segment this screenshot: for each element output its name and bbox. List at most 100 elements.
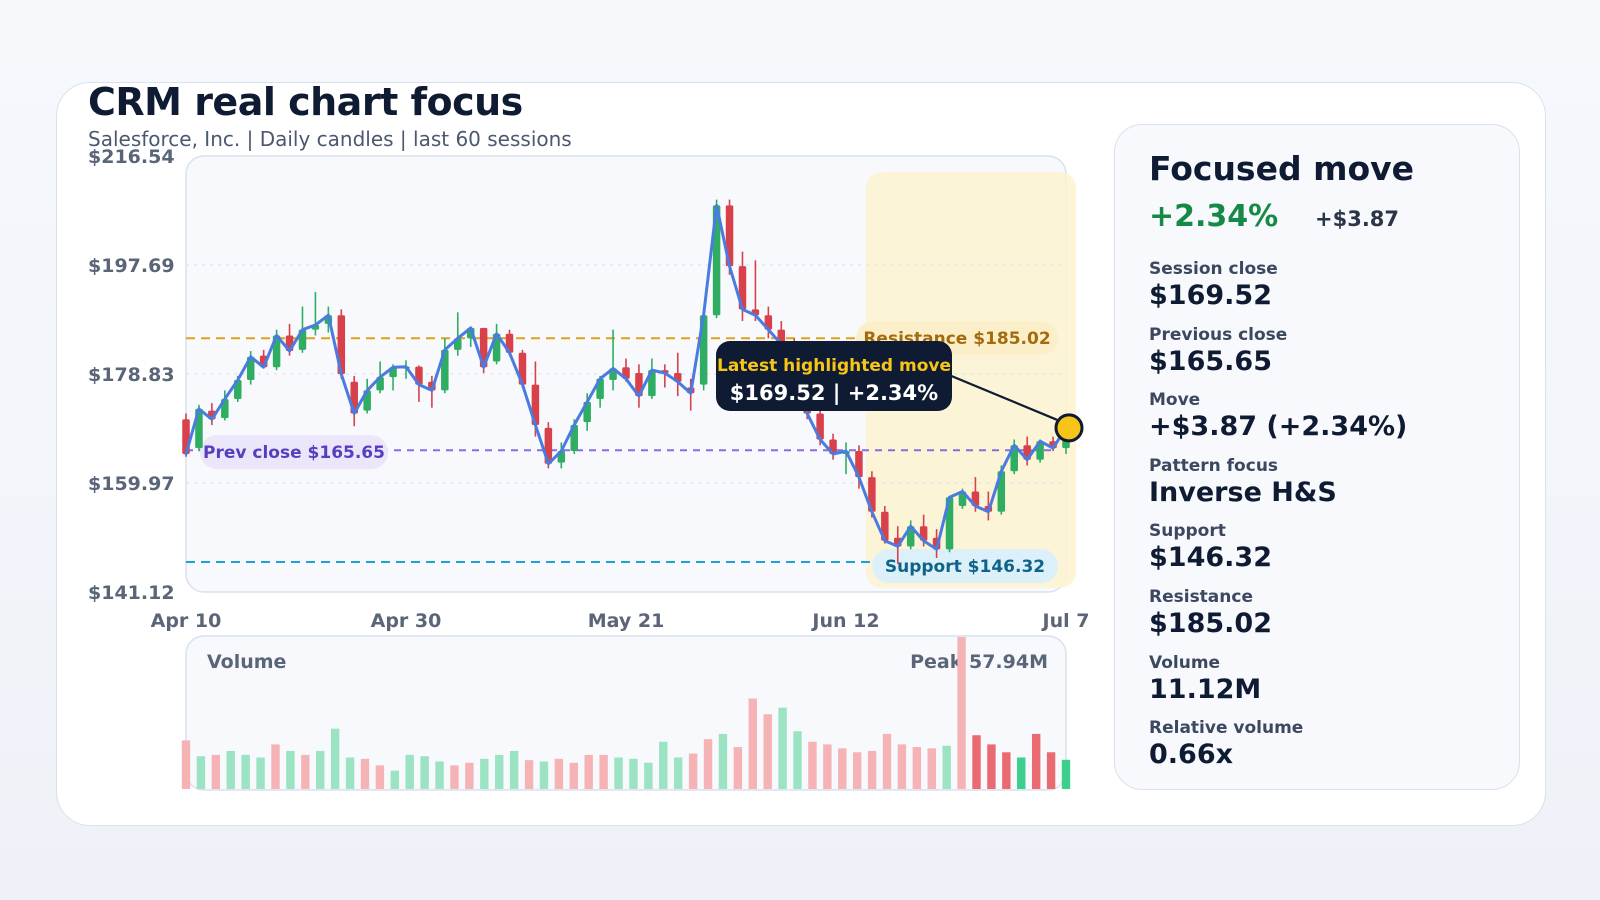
candles — [182, 199, 1070, 564]
y-tick-label: $197.69 — [88, 255, 175, 277]
metric-move: Move +$3.87 (+2.34%) — [1149, 390, 1509, 456]
metric-pattern-focus: Pattern focus Inverse H&S — [1149, 456, 1509, 522]
volume-bar — [1061, 759, 1071, 789]
metric-label: Relative volume — [1149, 718, 1304, 739]
metric-value: $169.52 — [1149, 280, 1272, 311]
close-price-line — [184, 203, 1068, 551]
volume-bar — [524, 760, 534, 789]
x-tick-label: Jul 7 — [1041, 610, 1090, 632]
y-tick-label: $178.83 — [88, 364, 175, 386]
callout-connector — [948, 373, 1058, 421]
volume-bar — [1002, 752, 1011, 789]
highlight-band — [865, 172, 1076, 588]
level-label-text: Support $146.32 — [885, 557, 1045, 577]
volume-bars — [181, 637, 1071, 789]
highlight-marker — [1054, 413, 1084, 443]
volume-bar — [659, 741, 668, 789]
volume-bar — [450, 765, 459, 789]
volume-bar — [718, 733, 728, 789]
volume-bar — [375, 765, 385, 789]
volume-bar — [271, 744, 280, 789]
volume-bar — [778, 707, 787, 789]
metric-relative-volume: Relative volume 0.66x — [1149, 718, 1509, 784]
volume-bar — [495, 754, 504, 789]
volume-bar — [644, 762, 653, 789]
volume-bar — [867, 750, 877, 789]
page-subtitle: Salesforce, Inc. | Daily candles | last … — [88, 127, 572, 151]
volume-bar — [972, 735, 981, 789]
focused-move-panel: Focused move +2.34% +$3.87 Session close… — [1114, 124, 1520, 790]
y-tick-label: $216.54 — [88, 146, 175, 168]
level-label-background — [872, 548, 1058, 583]
metric-value: $165.65 — [1149, 345, 1272, 377]
volume-bar — [405, 754, 414, 789]
metric-label: Move — [1149, 390, 1201, 411]
highlight-tooltip: Latest highlighted move $169.52 | +2.34% — [716, 341, 952, 411]
panel-title: Focused move — [1149, 149, 1415, 188]
tooltip-background — [716, 341, 952, 411]
volume-bar — [360, 758, 370, 789]
volume-bar — [390, 770, 400, 789]
volume-bar — [301, 754, 310, 789]
support-label: Support $146.32 — [872, 548, 1058, 583]
metric-value: 11.12M — [1149, 673, 1262, 705]
volume-bar — [614, 757, 623, 789]
volume-bar — [330, 728, 340, 789]
metric-label: Volume — [1149, 652, 1221, 673]
volume-bar — [987, 744, 996, 789]
metric-label: Pattern focus — [1149, 455, 1279, 476]
level-label-background — [200, 435, 388, 470]
x-tick-label: Apr 30 — [371, 610, 442, 632]
volume-bar — [852, 752, 862, 789]
metric-label: Support — [1149, 521, 1226, 542]
volume-label: Volume — [207, 651, 286, 673]
volume-bar — [1017, 757, 1026, 789]
level-label-text: Prev close $165.65 — [203, 443, 385, 463]
volume-bar — [674, 757, 683, 789]
volume-bar — [838, 748, 847, 789]
metric-value: +$3.87 (+2.34%) — [1149, 411, 1408, 443]
volume-bar — [912, 747, 922, 789]
metrics-list: Session close $169.52 Previous close $16… — [1149, 259, 1509, 784]
volume-bar — [420, 756, 429, 789]
volume-bar — [241, 754, 250, 789]
volume-bar — [226, 750, 235, 789]
metric-volume: Volume 11.12M — [1149, 653, 1509, 719]
volume-bar — [927, 748, 936, 789]
volume-bar — [465, 762, 474, 789]
panel-move-percent: +2.34% — [1149, 199, 1279, 234]
tooltip-value: $169.52 | +2.34% — [730, 381, 938, 406]
volume-bar — [316, 750, 325, 789]
metric-resistance: Resistance $185.02 — [1149, 587, 1509, 653]
volume-bar — [748, 698, 757, 789]
volume-bar — [554, 758, 564, 789]
metric-previous-close: Previous close $165.65 — [1149, 325, 1509, 391]
volume-bar — [897, 744, 907, 789]
metric-session-close: Session close $169.52 — [1149, 259, 1509, 325]
volume-bar — [957, 637, 966, 789]
volume-bar — [435, 761, 444, 789]
x-tick-label: May 21 — [588, 610, 665, 632]
volume-bar — [584, 754, 593, 789]
y-tick-label: $159.97 — [88, 473, 175, 495]
tooltip-title: Latest highlighted move — [717, 356, 951, 376]
volume-bar — [942, 745, 951, 789]
volume-bar — [823, 744, 832, 789]
volume-bar — [629, 758, 638, 789]
volume-bar — [733, 747, 743, 789]
volume-bar — [1031, 733, 1041, 789]
x-tick-label: Apr 10 — [151, 610, 222, 632]
volume-bar — [688, 753, 698, 789]
volume-bar — [763, 714, 772, 789]
panel-move-absolute: +$3.87 — [1315, 207, 1400, 231]
volume-bar — [509, 750, 519, 789]
prev-close-label: Prev close $165.65 — [200, 435, 388, 470]
metric-value: 0.66x — [1149, 739, 1234, 771]
volume-bar — [196, 756, 206, 789]
volume-bar — [1046, 752, 1056, 789]
volume-bar — [345, 757, 355, 789]
volume-bar — [286, 750, 295, 789]
metric-value: $185.02 — [1149, 607, 1272, 639]
volume-bar — [703, 739, 713, 789]
